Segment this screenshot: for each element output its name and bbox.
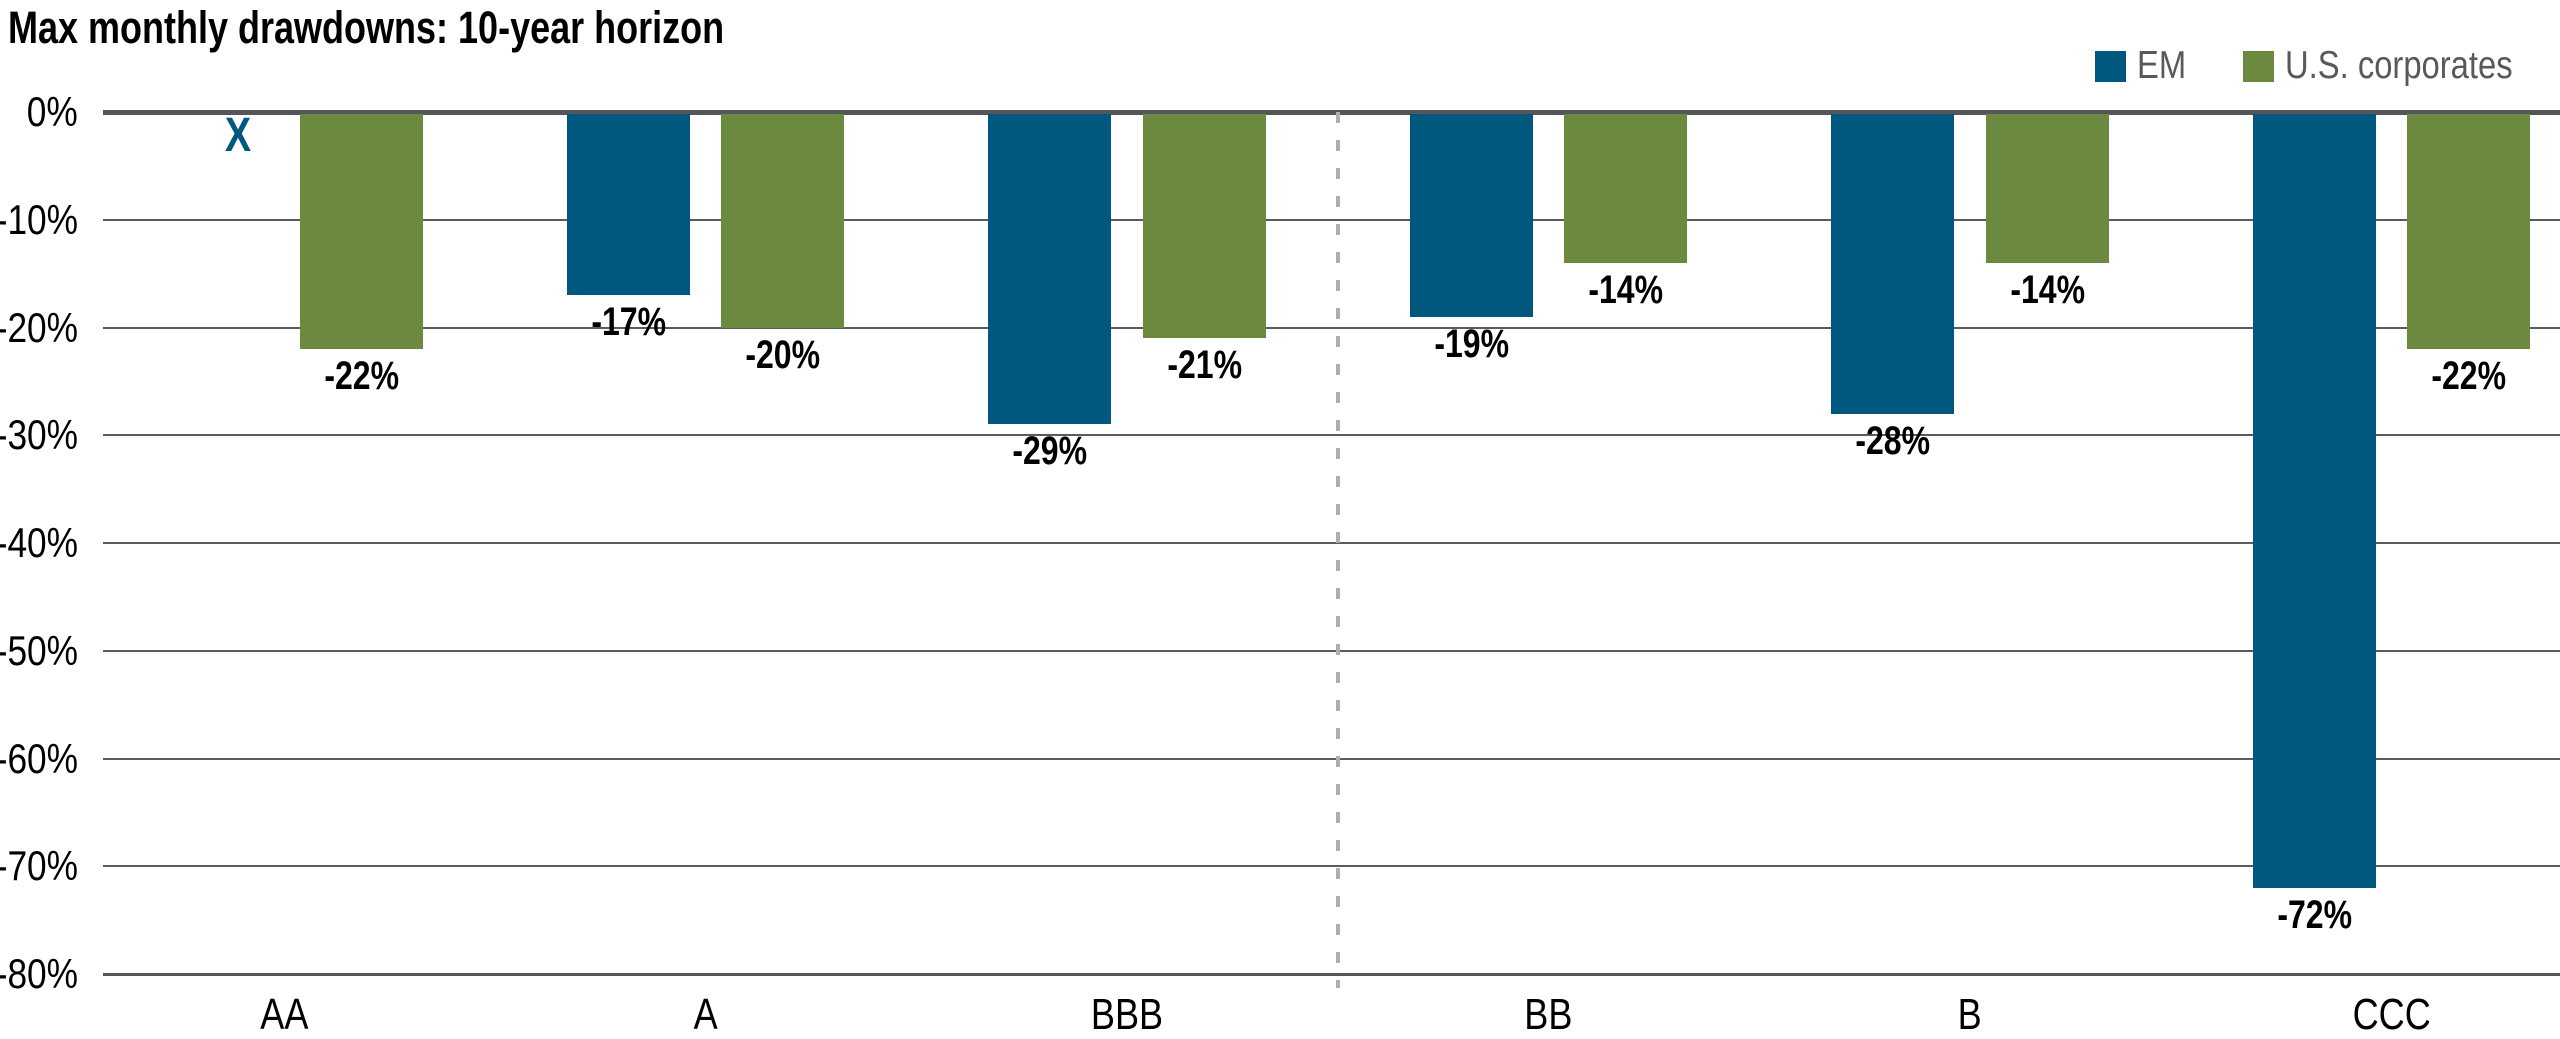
y-tick-label: -20%	[0, 303, 78, 351]
bar-em-ccc	[2252, 114, 2376, 888]
x-tick-label-b: B	[1860, 993, 2080, 1037]
legend-swatch-u-s-corporates	[2243, 50, 2275, 82]
bar-u-s-corporates-a	[721, 114, 845, 328]
no-data-marker-x: X	[193, 109, 283, 162]
x-tick-label-ccc: CCC	[2282, 993, 2502, 1037]
no-data-marker-glyph: X	[224, 109, 252, 162]
y-tick-label: -30%	[0, 414, 78, 456]
bar-value-text: -22%	[323, 354, 399, 399]
bar-value-label-em-b: -28%	[1783, 420, 2003, 462]
bar-value-label-u-s-corporates-bbb: -21%	[1094, 344, 1314, 386]
bar-value-text: -19%	[1433, 321, 1509, 366]
x-tick-label-bbb: BBB	[1017, 993, 1237, 1037]
gridline--50	[103, 649, 2560, 652]
y-tick-label-text: -40%	[0, 519, 78, 566]
x-tick-label-text: A	[693, 990, 718, 1039]
x-tick-label-text: AA	[259, 990, 309, 1039]
y-tick-label-text: -70%	[0, 842, 78, 890]
x-tick-label-a: A	[596, 993, 816, 1037]
bar-em-b	[1831, 114, 1955, 414]
legend-label: EM	[2136, 44, 2186, 87]
x-axis-zero-line	[103, 109, 2560, 115]
bar-u-s-corporates-aa	[299, 114, 423, 350]
y-tick-label: -10%	[0, 195, 78, 243]
bar-value-text: -28%	[1855, 418, 1931, 463]
y-tick-label-text: -20%	[0, 303, 78, 351]
bar-value-label-em-ccc: -72%	[2204, 894, 2424, 936]
y-tick-label: 0%	[0, 91, 78, 133]
gridline--10	[103, 218, 2560, 221]
legend-swatch-em	[2094, 50, 2126, 82]
gridline-bottom	[103, 972, 2560, 976]
bar-em-bb	[1409, 114, 1533, 317]
gridline--30	[103, 434, 2560, 437]
bar-value-label-u-s-corporates-aa: -22%	[251, 355, 471, 397]
bar-value-label-em-a: -17%	[518, 301, 738, 343]
bar-u-s-corporates-bb	[1564, 114, 1688, 263]
y-tick-label: -50%	[0, 626, 78, 674]
y-tick-label: -80%	[0, 953, 78, 995]
chart-title: Max monthly drawdowns: 10-year horizon	[8, 2, 725, 53]
bar-value-text: -17%	[590, 300, 666, 345]
gridline--70	[103, 865, 2560, 868]
bar-value-text: -22%	[2431, 354, 2507, 399]
bar-value-label-em-bbb: -29%	[940, 430, 1160, 472]
y-tick-label-text: -50%	[0, 626, 78, 674]
y-tick-label: -40%	[0, 522, 78, 564]
y-tick-label: -70%	[0, 845, 78, 887]
bar-value-label-em-bb: -19%	[1361, 323, 1581, 365]
x-tick-label-bb: BB	[1439, 993, 1659, 1037]
y-tick-label-text: 0%	[27, 88, 78, 135]
x-tick-label-text: BBB	[1090, 990, 1164, 1039]
bar-u-s-corporates-bbb	[1142, 114, 1266, 339]
legend-label: U.S. corporates	[2285, 44, 2513, 87]
ig-hy-separator-line	[1335, 112, 1340, 988]
bar-value-label-u-s-corporates-ccc: -22%	[2359, 355, 2560, 397]
bar-value-text: -29%	[1012, 429, 1088, 474]
bar-em-a	[566, 114, 690, 296]
bar-value-text: -20%	[745, 332, 821, 377]
bar-value-text: -14%	[2009, 267, 2085, 312]
bar-u-s-corporates-ccc	[2407, 114, 2531, 350]
bar-value-text: -14%	[1588, 267, 1664, 312]
y-tick-label-text: -60%	[0, 734, 78, 782]
y-tick-label: -60%	[0, 734, 78, 782]
bar-value-label-u-s-corporates-b: -14%	[1937, 269, 2157, 311]
bar-u-s-corporates-b	[1985, 114, 2109, 263]
gridline--40	[103, 542, 2560, 544]
gridline--20	[103, 326, 2560, 329]
y-tick-label-text: -30%	[0, 411, 78, 459]
bar-value-text: -21%	[1166, 343, 1242, 388]
bar-value-label-u-s-corporates-a: -20%	[673, 334, 893, 376]
x-tick-label-text: CCC	[2352, 990, 2431, 1039]
legend-item-em: EM	[2094, 44, 2196, 88]
y-tick-label-text: -10%	[0, 195, 78, 243]
x-tick-label-text: BB	[1524, 990, 1573, 1039]
x-tick-label-text: B	[1957, 990, 1983, 1039]
gridline--60	[103, 757, 2560, 760]
legend: EM U.S. corporates	[2094, 44, 2556, 88]
legend-item-u-s-corporates: U.S. corporates	[2243, 44, 2556, 88]
y-tick-label-text: -80%	[0, 950, 78, 997]
bar-value-label-u-s-corporates-bb: -14%	[1516, 269, 1736, 311]
bar-value-text: -72%	[2276, 892, 2352, 937]
bar-em-bbb	[988, 114, 1112, 425]
x-tick-label-aa: AA	[174, 993, 394, 1037]
